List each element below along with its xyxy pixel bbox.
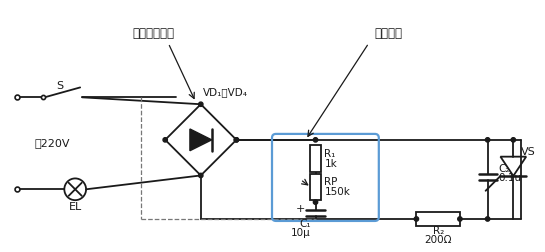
Circle shape xyxy=(486,138,490,142)
Text: 0.1u: 0.1u xyxy=(499,173,522,183)
Text: R₁: R₁ xyxy=(324,149,336,159)
Text: S: S xyxy=(56,81,63,91)
Text: VD₁～VD₄: VD₁～VD₄ xyxy=(203,87,248,97)
Circle shape xyxy=(313,138,318,142)
Text: 延时网络: 延时网络 xyxy=(375,26,403,40)
Circle shape xyxy=(458,217,462,221)
Bar xyxy=(416,212,460,226)
Circle shape xyxy=(234,138,239,142)
Text: 1k: 1k xyxy=(324,159,337,169)
Text: 10μ: 10μ xyxy=(291,228,311,238)
Text: C₂: C₂ xyxy=(499,164,510,174)
Text: 150k: 150k xyxy=(324,187,350,197)
Circle shape xyxy=(511,138,516,142)
Circle shape xyxy=(313,200,318,204)
Circle shape xyxy=(234,138,239,142)
Circle shape xyxy=(198,102,203,106)
Text: 极性变换电路: 极性变换电路 xyxy=(132,26,174,40)
Text: C₁: C₁ xyxy=(299,219,311,229)
Text: +: + xyxy=(296,204,305,214)
Text: R₂: R₂ xyxy=(433,226,444,236)
Polygon shape xyxy=(190,129,211,151)
Circle shape xyxy=(414,217,419,221)
Bar xyxy=(310,145,321,172)
Text: 200Ω: 200Ω xyxy=(425,235,452,245)
Circle shape xyxy=(486,217,490,221)
Bar xyxy=(310,174,321,200)
Circle shape xyxy=(163,138,167,142)
Text: EL: EL xyxy=(69,202,82,212)
Text: ～220V: ～220V xyxy=(35,138,70,148)
Text: VS: VS xyxy=(521,147,536,157)
Circle shape xyxy=(198,173,203,178)
Text: RP: RP xyxy=(324,177,338,187)
